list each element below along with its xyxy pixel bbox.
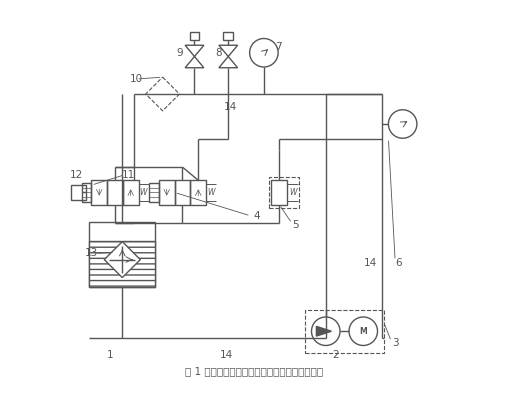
Text: 图 1 滤清器液力脉冲疲劳试验的试验装置示意图: 图 1 滤清器液力脉冲疲劳试验的试验装置示意图 (185, 367, 324, 377)
Text: W: W (289, 188, 296, 197)
Bar (90, 221, 155, 287)
Bar (71, 185, 86, 200)
Bar (150, 183, 159, 202)
Text: 10: 10 (130, 74, 143, 84)
Text: 14: 14 (223, 102, 237, 112)
Text: 13: 13 (84, 249, 98, 259)
Text: 6: 6 (395, 258, 402, 268)
Bar (190, 32, 200, 40)
Polygon shape (104, 241, 140, 278)
Text: 8: 8 (215, 48, 222, 58)
Bar (175, 180, 190, 205)
Text: 14: 14 (220, 350, 233, 359)
Bar (107, 180, 123, 205)
Text: W: W (139, 188, 147, 197)
Text: 4: 4 (253, 211, 260, 221)
Bar (90, 241, 155, 287)
Text: 14: 14 (364, 258, 377, 268)
Bar (223, 32, 233, 40)
Text: 5: 5 (293, 220, 299, 230)
Bar (82, 183, 91, 202)
Text: 11: 11 (122, 170, 135, 180)
Bar (91, 180, 107, 205)
Bar (269, 177, 299, 208)
Bar (123, 180, 138, 205)
Bar (190, 180, 206, 205)
Bar (271, 180, 287, 205)
Text: 3: 3 (392, 338, 399, 348)
Text: 12: 12 (70, 170, 83, 180)
Bar (159, 180, 175, 205)
Text: M: M (359, 327, 367, 336)
Text: 1: 1 (107, 350, 114, 359)
Bar (305, 310, 384, 353)
Text: W: W (207, 188, 215, 197)
Text: 7: 7 (275, 42, 282, 52)
Polygon shape (317, 326, 331, 336)
Text: 2: 2 (332, 350, 338, 359)
Text: 9: 9 (176, 48, 183, 58)
